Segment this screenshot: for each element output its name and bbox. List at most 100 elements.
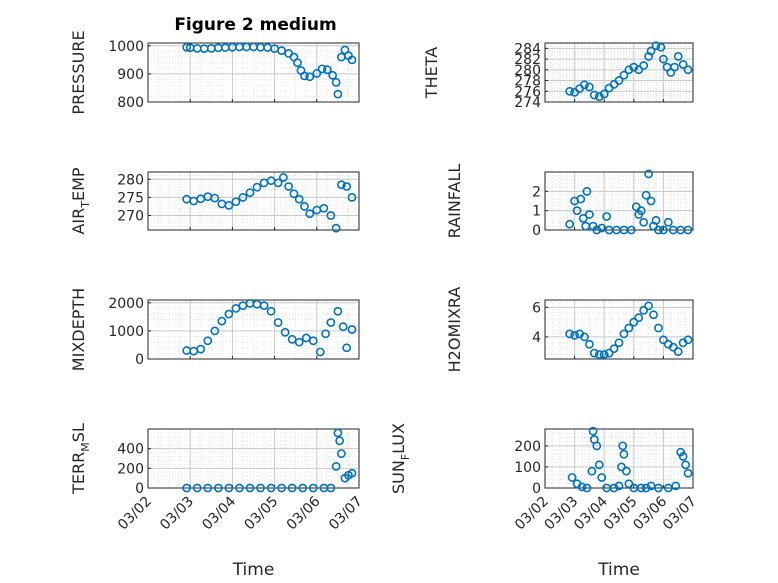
data-point [259,301,269,311]
x-axis-label: Time [232,560,275,580]
data-point [683,65,693,75]
y-tick-label: 2000 [108,296,144,312]
data-point [683,225,693,235]
y-tick-label: 270 [117,209,144,225]
y-tick-label: 282 [514,52,541,68]
data-point [192,483,202,493]
y-tick-label: 100 [514,460,541,476]
data-point [312,68,322,78]
data-point [326,483,336,493]
y-tick-label: 6 [532,300,541,316]
data-point [317,64,327,74]
data-point [614,481,624,491]
axes-box [147,299,360,360]
data-series [567,426,693,493]
data-point [333,428,343,438]
data-point [289,189,299,199]
data-point [646,46,656,56]
data-point [331,223,341,233]
data-point [326,318,336,327]
data-point [337,180,346,190]
data-point [651,41,661,51]
data-point [580,332,589,342]
data-point [300,71,309,81]
y-tick-label: 278 [514,74,541,90]
data-point [231,304,241,313]
data-point [335,436,345,446]
data-point [622,466,631,476]
data-point [182,483,192,493]
data-point [663,217,673,227]
data-point [654,225,663,235]
data-point [331,461,341,471]
data-point [619,70,629,80]
data-point [582,186,592,196]
data-point [636,483,646,493]
data-point [644,169,653,179]
data-point [298,483,308,493]
axes-box [544,299,694,360]
y-tick-label: 0 [532,481,541,497]
data-point [347,192,357,202]
y-tick-label: 275 [117,190,144,206]
y-tick-label: 276 [514,84,541,100]
data-series [182,298,357,357]
plot-area [545,429,693,488]
data-point [305,209,315,219]
data-point [277,483,287,493]
data-point [651,215,661,225]
data-point [266,483,276,493]
plot-area [148,300,359,359]
data-point [322,65,332,75]
data-point [673,347,683,357]
data-point [580,80,589,90]
data-point [245,483,255,493]
data-point [287,483,297,493]
data-point [326,211,336,220]
data-point [646,196,656,206]
y-tick-label: 200 [514,439,541,455]
y-tick-label: 280 [514,63,541,79]
data-series [182,42,357,99]
y-tick-label: 4 [532,330,541,346]
data-point [182,42,192,52]
y-axis-label: THETA [422,47,441,99]
subplot-6: 4 6 H2OMIXRA [445,287,694,372]
data-point [654,323,663,333]
plot-area [148,429,359,488]
data-point [280,327,290,337]
y-axis-label: PRESSURE [69,30,88,114]
data-point [321,329,330,339]
data-point [256,483,265,493]
data-point [342,182,352,191]
data-point [654,483,663,493]
data-point [294,337,304,347]
data-point [592,225,602,235]
data-point [599,350,609,359]
data-point [273,178,283,188]
data-point [277,46,287,55]
data-point [278,173,288,182]
subplot-3: 270 275 280 AIRTEMP [69,167,360,235]
data-point [678,60,688,69]
data-point [231,197,241,207]
y-axis-label: AIRTEMP [69,167,92,234]
data-point [203,336,213,346]
data-point [308,483,318,493]
data-point [305,72,315,82]
data-point [578,213,588,223]
y-tick-label: 0 [135,481,144,497]
data-point [585,210,594,219]
figure-title: Figure 2 medium [174,15,336,35]
data-point [641,483,651,493]
data-point [644,301,653,311]
data-point [338,322,348,332]
y-tick-label: 0 [532,223,541,239]
data-point [683,468,693,478]
data-point [609,483,619,493]
data-point [602,212,612,221]
data-point [659,54,668,64]
data-point [293,58,302,68]
data-point [619,329,629,339]
